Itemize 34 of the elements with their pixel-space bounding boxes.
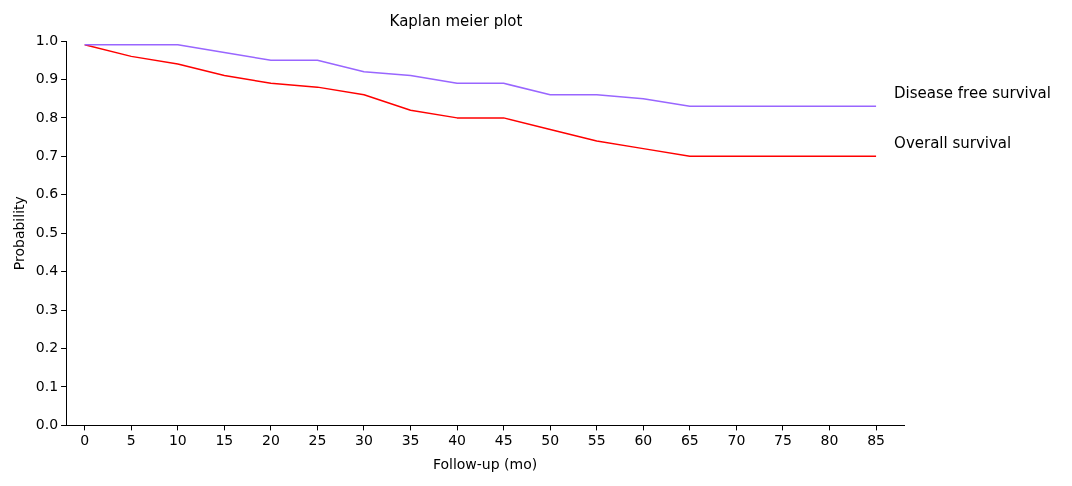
x-tick-label: 60 (634, 432, 653, 449)
y-tick-label: 0.9 (35, 70, 59, 87)
x-tick-label: 55 (587, 432, 606, 449)
series-label: Disease free survival (894, 84, 1051, 103)
x-tick-label: 70 (727, 432, 746, 449)
y-tick-label: 0.5 (35, 223, 59, 240)
x-tick-label: 5 (126, 432, 136, 449)
y-tick-label: 0.2 (35, 339, 59, 356)
x-tick-label: 65 (680, 432, 699, 449)
x-axis-title: Follow-up (mo) (432, 456, 538, 473)
x-tick-label: 0 (80, 432, 90, 449)
x-tick-label: 45 (494, 432, 513, 449)
x-tick-label: 80 (820, 432, 839, 449)
x-tick-label: 40 (448, 432, 467, 449)
y-tick-label: 0.7 (35, 146, 59, 163)
x-tick-label: 75 (774, 432, 792, 449)
y-tick-label: 1.0 (35, 31, 59, 48)
x-tick-label: 50 (541, 432, 560, 449)
chart-title: Kaplan meier plot (389, 11, 523, 30)
y-tick-label: 0.8 (35, 108, 59, 125)
y-tick-label: 0.4 (35, 262, 59, 279)
y-tick-label: 0.1 (35, 377, 59, 394)
y-tick-label: 0.6 (35, 185, 59, 202)
x-tick-label: 35 (401, 432, 420, 449)
y-tick-label: 0.0 (35, 416, 59, 433)
x-tick-label: 30 (355, 432, 373, 449)
y-axis-title: Probability (11, 196, 28, 271)
x-tick-label: 20 (261, 432, 280, 449)
series-label: Overall survival (894, 134, 1012, 153)
y-tick-label: 0.3 (35, 300, 59, 317)
x-tick-label: 25 (308, 432, 327, 449)
x-tick-label: 10 (168, 432, 187, 449)
x-tick-label: 85 (867, 432, 885, 449)
x-tick-label: 15 (215, 432, 234, 449)
